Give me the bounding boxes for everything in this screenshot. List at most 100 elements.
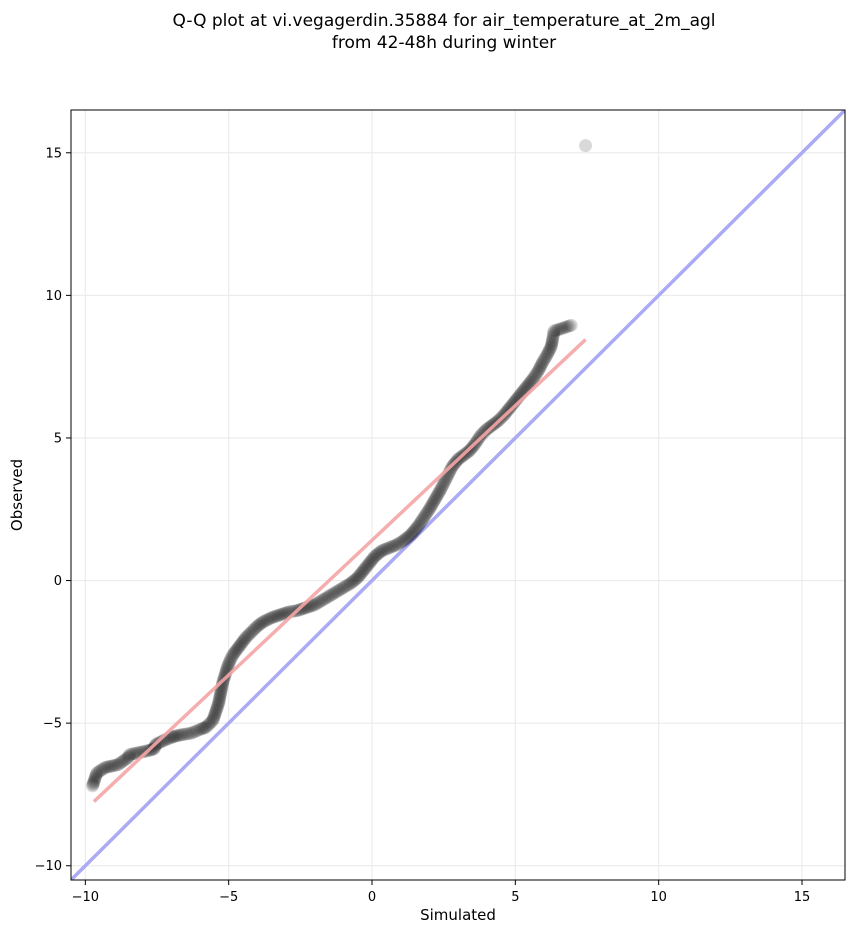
data-point [116, 754, 130, 768]
data-point [356, 564, 370, 578]
data-point [362, 556, 376, 570]
data-point [404, 528, 418, 542]
data-point [222, 657, 236, 671]
data-point [544, 340, 558, 354]
data-point [107, 758, 121, 772]
data-point [93, 764, 107, 778]
data-point [123, 748, 137, 762]
data-point [415, 513, 429, 527]
data-point [223, 653, 237, 667]
data-point [428, 492, 442, 506]
data-point [336, 581, 350, 595]
data-point [249, 621, 263, 635]
data-point [245, 625, 259, 639]
data-point [474, 428, 488, 442]
data-point [243, 626, 257, 640]
data-point [335, 582, 349, 596]
data-point [438, 475, 452, 489]
data-point [340, 579, 354, 593]
data-point [366, 552, 380, 566]
data-point [503, 401, 517, 415]
data-point [526, 373, 540, 386]
data-point [129, 746, 143, 760]
data-point [176, 728, 190, 742]
data-point [200, 719, 214, 733]
data-point [537, 354, 551, 368]
data-point [545, 334, 559, 348]
data-point [87, 775, 101, 789]
data-point [443, 463, 457, 477]
data-point [562, 319, 576, 333]
data-point [206, 712, 220, 726]
data-point [431, 487, 445, 501]
data-point [542, 343, 556, 357]
data-point [529, 367, 543, 381]
y-tick-label: 15 [45, 146, 62, 161]
data-point [212, 694, 226, 708]
data-point [426, 496, 440, 510]
data-point [88, 773, 102, 787]
data-point [192, 723, 206, 737]
y-tick-label: −10 [35, 859, 62, 874]
data-point [208, 708, 222, 722]
data-point [344, 576, 357, 590]
data-point [331, 584, 345, 598]
data-point [106, 759, 120, 773]
data-point [296, 602, 310, 616]
data-point [421, 504, 435, 518]
data-point [220, 661, 234, 675]
data-point [425, 497, 439, 511]
y-axis-label: Observed [8, 459, 26, 531]
data-point [391, 537, 405, 551]
data-point [429, 491, 443, 505]
data-point [444, 461, 458, 475]
data-point [538, 352, 552, 366]
data-point [533, 361, 547, 375]
data-point [170, 729, 184, 743]
data-point [353, 568, 367, 582]
data-point [233, 638, 247, 652]
data-point [402, 529, 416, 543]
data-point [435, 480, 449, 494]
data-point [333, 583, 347, 597]
data-point [147, 742, 161, 756]
data-point [546, 333, 560, 347]
data-point [250, 619, 264, 633]
data-point [120, 752, 134, 766]
data-point [260, 613, 274, 627]
data-point [95, 763, 109, 777]
data-point [115, 755, 129, 769]
data-point [397, 534, 411, 548]
data-point [253, 617, 267, 631]
data-point [89, 768, 103, 782]
data-point [86, 776, 100, 790]
data-point [432, 486, 446, 500]
data-point [542, 345, 556, 359]
data-point [231, 641, 245, 655]
data-point [322, 589, 336, 603]
data-point [393, 536, 407, 550]
data-point [277, 607, 291, 621]
data-point [351, 571, 365, 585]
data-point [369, 548, 383, 562]
data-point [224, 652, 238, 666]
data-point [315, 594, 329, 608]
data-point [326, 587, 340, 601]
data-point [273, 608, 287, 622]
data-point [236, 635, 250, 649]
data-point [360, 559, 374, 573]
data-point [545, 336, 559, 350]
data-point [380, 541, 394, 555]
data-point [564, 318, 578, 332]
data-point [197, 721, 211, 735]
data-point [420, 506, 434, 520]
data-point [263, 611, 277, 625]
data-point [210, 700, 224, 714]
data-point [348, 573, 362, 587]
data-point [230, 642, 244, 656]
data-point [232, 639, 246, 653]
data-point [377, 543, 391, 557]
data-point [113, 756, 127, 770]
data-point [398, 532, 412, 546]
data-point [478, 424, 492, 438]
